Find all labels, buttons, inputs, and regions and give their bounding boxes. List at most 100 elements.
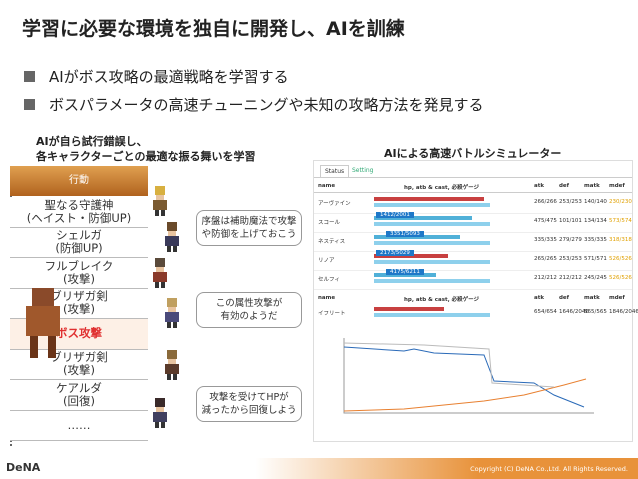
- sprite-part: [167, 374, 171, 380]
- row-line: [314, 270, 632, 271]
- simulator-window: Status Setting name hp, atb & cast, 必殺ゲージ at…: [313, 160, 638, 442]
- caption: AIによる高速バトルシミュレーター: [384, 147, 562, 160]
- stat: 1646/2046: [559, 309, 589, 315]
- stat: 475/475: [534, 218, 557, 224]
- copyright: Copyright (C) DeNA Co.,Ltd. All Rights R…: [470, 465, 628, 473]
- caption: AIが自ら試行錯誤し、 各キャラクターごとの最適な振る舞いを学習: [36, 134, 255, 164]
- speech-bubble: この属性攻撃が 有効のようだ: [196, 292, 302, 328]
- character-sprite: [150, 258, 170, 288]
- stat: 318/318: [609, 237, 632, 243]
- column-header: mdef: [609, 183, 625, 189]
- sprite-part: [165, 364, 179, 374]
- row-name: スコール: [318, 220, 341, 226]
- row-line: [314, 232, 632, 233]
- character-sprite: [162, 298, 182, 328]
- stat: 245/245: [584, 275, 607, 281]
- bubble-text: 有効のようだ: [220, 311, 278, 322]
- stat: 335/335: [584, 237, 607, 243]
- column-header: name: [318, 295, 336, 301]
- row-line: [314, 251, 632, 252]
- sprite-part: [48, 336, 56, 358]
- row-name: リノア: [318, 258, 335, 264]
- atb-bar: [374, 241, 490, 245]
- stat: 134/134: [584, 218, 607, 224]
- boss-sprite: [22, 288, 64, 358]
- action-item: ケアルダ (回復): [10, 380, 148, 411]
- stat: 654/654: [534, 309, 557, 315]
- column-header: mdef: [609, 295, 625, 301]
- character-sprite: [150, 398, 170, 428]
- sprite-part: [161, 210, 165, 216]
- sprite-part: [155, 258, 165, 267]
- sprite-part: [153, 272, 167, 282]
- action-header: 行動: [10, 166, 148, 196]
- hp-bar: [374, 254, 448, 258]
- action-text: 聖なる守護神: [44, 197, 114, 212]
- bubble-text: 攻撃を受けてHPが: [209, 392, 289, 403]
- stat: 140/140: [584, 199, 607, 205]
- stat: 565/565: [584, 309, 607, 315]
- character-sprite: [150, 186, 170, 216]
- sprite-part: [32, 288, 54, 306]
- stat: 212/212: [559, 275, 582, 281]
- sprite-part: [173, 322, 177, 328]
- bullet: AIがボス攻略の最適戦略を学習する: [24, 66, 289, 87]
- column-header: def: [559, 295, 570, 301]
- stat: 526/526: [609, 275, 632, 281]
- caption-line: AIが自ら試行錯誤し、: [36, 135, 148, 148]
- sprite-part: [167, 350, 177, 359]
- bar-label: 4175/6211: [386, 269, 424, 275]
- column-header: hp, atb & cast, 必殺ゲージ: [404, 185, 480, 191]
- action-text: ボス攻撃: [56, 326, 102, 341]
- atb-bar: [374, 203, 490, 207]
- atb-bar: [374, 222, 490, 226]
- action-text: フルブレイク: [44, 258, 114, 273]
- sprite-part: [155, 186, 165, 195]
- footer-bar: [0, 458, 638, 479]
- row-name: アーヴァイン: [318, 201, 351, 207]
- row-line: [314, 289, 632, 290]
- sprite-part: [161, 282, 165, 288]
- bullet: ボスパラメータの高速チューニングや未知の攻略方法を発見する: [24, 94, 484, 115]
- speech-bubble: 序盤は補助魔法で攻撃 や防御を上げておこう: [196, 210, 302, 246]
- sprite-part: [161, 422, 165, 428]
- chart-line: [343, 342, 555, 388]
- sprite-part: [155, 282, 159, 288]
- action-item: フルブレイク (攻撃): [10, 258, 148, 289]
- atb-bar: [374, 279, 490, 283]
- bar-label: 3351/5093: [386, 231, 424, 237]
- stat: 335/335: [534, 237, 557, 243]
- stat: 266/266: [534, 199, 557, 205]
- sprite-part: [168, 307, 176, 312]
- logo: DeNA: [6, 461, 41, 474]
- stat: 526/526: [609, 256, 632, 262]
- row-line: [314, 213, 632, 214]
- sprite-part: [167, 246, 171, 252]
- action-text: (攻撃): [63, 363, 95, 378]
- bar-label: 1412/2001: [376, 212, 414, 218]
- column-header: def: [559, 183, 570, 189]
- bubble-text: や防御を上げておこう: [201, 229, 297, 240]
- hp-bar: [374, 197, 484, 201]
- sprite-part: [156, 267, 164, 272]
- hp-bar: [374, 273, 436, 277]
- action-item: ……: [10, 410, 148, 441]
- action-text: シェルガ: [56, 228, 102, 243]
- hp-chart: [343, 338, 594, 414]
- sprite-part: [173, 246, 177, 252]
- sprite-part: [153, 412, 167, 422]
- sprite-part: [155, 422, 159, 428]
- sprite-part: [156, 407, 164, 412]
- column-header: name: [318, 183, 336, 189]
- action-item: ブリザガ剣 (攻撃): [10, 349, 148, 380]
- chart-line: [343, 378, 587, 412]
- sprite-part: [155, 398, 165, 407]
- action-item: 聖なる守護神 (ヘイスト・防御UP): [10, 197, 148, 228]
- sprite-part: [26, 306, 60, 336]
- tab: Setting: [352, 167, 374, 174]
- action-text: ……: [67, 417, 91, 432]
- action-text: (ヘイスト・防御UP): [26, 210, 132, 225]
- header-line: [314, 192, 632, 193]
- boss-name: イフリート: [318, 311, 346, 317]
